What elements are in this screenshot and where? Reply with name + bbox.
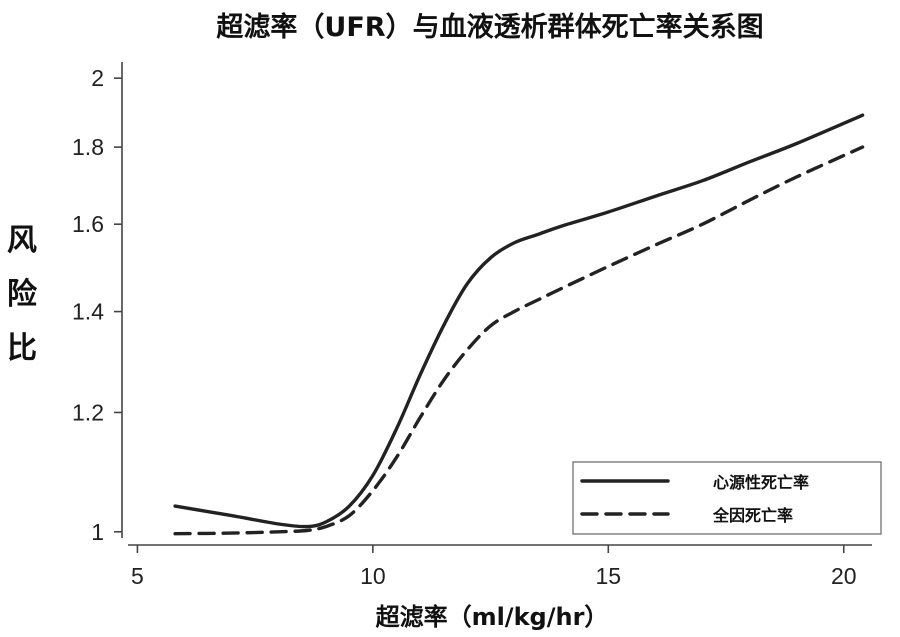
x-ticks: 5 10 15 20 (131, 545, 857, 589)
series-line-solid (173, 113, 865, 529)
y-axis-label-char: 比 (7, 331, 37, 366)
chart-title: 超滤率（UFR）与血液透析群体死亡率关系图 (216, 11, 763, 43)
y-tick-label: 1.8 (72, 134, 104, 160)
legend-label: 心源性死亡率 (713, 473, 809, 492)
x-tick-label: 20 (831, 563, 857, 589)
y-tick-label: 2 (91, 65, 104, 91)
y-ticks: 1 1.2 1.4 1.6 1.8 2 (72, 65, 122, 545)
series-line-dashed (173, 145, 865, 536)
y-axis-label-char: 风 (7, 223, 37, 258)
y-tick-label: 1.2 (72, 399, 104, 425)
x-axis-label: 超滤率（ml/kg/hr） (376, 603, 609, 631)
x-tick-label: 10 (360, 563, 386, 589)
y-axis-label: 风 险 比 (7, 223, 38, 366)
x-tick-label: 5 (131, 563, 144, 589)
legend-box (572, 461, 882, 535)
y-tick-label: 1.6 (72, 211, 104, 237)
legend: 心源性死亡率 全因死亡率 (572, 461, 882, 535)
y-tick-label: 1.4 (72, 299, 104, 325)
y-axis-label-char: 险 (7, 277, 38, 312)
legend-label: 全因死亡率 (712, 506, 793, 525)
series-layer (173, 113, 865, 536)
x-tick-label: 15 (596, 563, 622, 589)
y-tick-label: 1 (91, 519, 104, 545)
